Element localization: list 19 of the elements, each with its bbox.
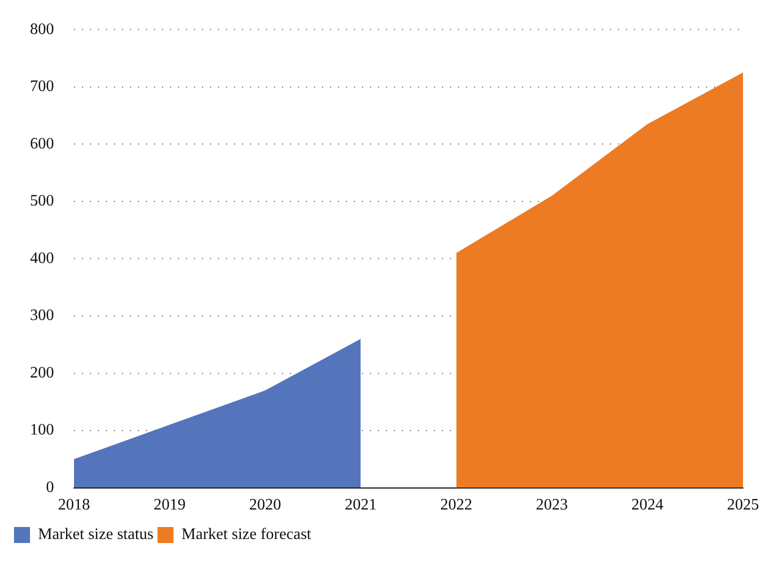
y-tick-label: 300 bbox=[30, 307, 54, 324]
x-tick-label: 2021 bbox=[344, 496, 377, 514]
y-tick-label: 700 bbox=[30, 78, 54, 96]
x-tick-label: 2020 bbox=[249, 496, 282, 514]
x-tick-label: 2018 bbox=[58, 496, 90, 514]
y-tick-label: 100 bbox=[30, 422, 54, 439]
x-tick-label: 2023 bbox=[536, 496, 568, 514]
y-tick-label: 600 bbox=[30, 135, 54, 152]
legend-label: Market size status bbox=[38, 526, 154, 544]
y-tick-label: 500 bbox=[30, 192, 54, 210]
x-tick-label: 2022 bbox=[440, 496, 472, 514]
y-tick-label: 200 bbox=[30, 364, 54, 382]
x-tick-label: 2019 bbox=[154, 496, 186, 514]
y-tick-label: 0 bbox=[46, 479, 54, 496]
y-tick-label: 400 bbox=[30, 250, 54, 267]
legend-label: Market size forecast bbox=[182, 526, 312, 544]
x-tick-label: 2025 bbox=[727, 496, 759, 514]
x-tick-label: 2024 bbox=[631, 496, 664, 514]
y-tick-label: 800 bbox=[30, 20, 54, 38]
